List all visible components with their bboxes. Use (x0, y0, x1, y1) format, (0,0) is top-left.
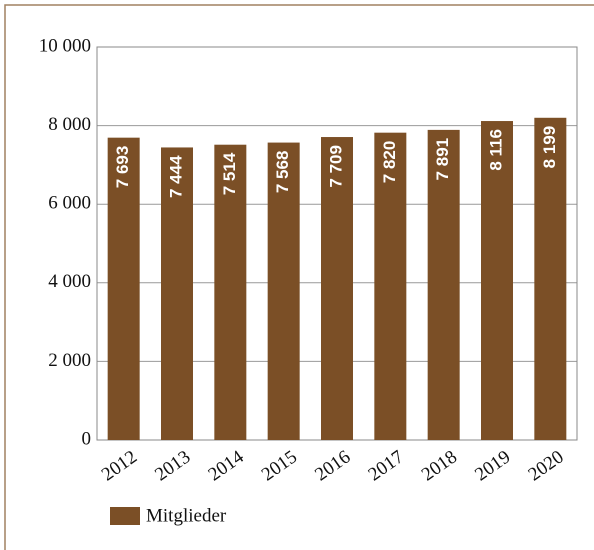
bar (374, 132, 407, 440)
x-tick-label: 2020 (525, 446, 568, 485)
bar (481, 121, 513, 440)
value-label: 7 693 (113, 146, 132, 189)
legend-label: Mitglieder (146, 505, 227, 526)
x-tick-label: 2015 (258, 446, 301, 485)
bar (214, 144, 247, 440)
bar (321, 137, 353, 440)
bar (534, 117, 567, 440)
x-tick-label: 2013 (151, 446, 194, 485)
value-label: 7 444 (166, 155, 185, 198)
x-tick-label: 2016 (311, 446, 354, 485)
y-tick-label: 6 000 (48, 193, 91, 214)
value-label: 7 709 (326, 145, 345, 188)
x-tick-label: 2019 (471, 446, 514, 485)
bar (107, 137, 140, 440)
y-tick-label: 4 000 (48, 271, 91, 292)
x-tick-label: 2017 (365, 446, 408, 485)
x-tick-label: 2018 (418, 446, 461, 485)
x-tick-label: 2014 (205, 446, 249, 485)
value-label: 7 820 (380, 141, 399, 184)
value-label: 8 116 (486, 129, 505, 171)
value-label: 7 568 (273, 151, 292, 194)
y-tick-label: 10 000 (39, 35, 91, 56)
legend-swatch (110, 507, 140, 525)
bar (267, 142, 300, 440)
value-label: 7 891 (433, 138, 452, 181)
y-tick-label: 8 000 (48, 114, 91, 135)
value-label: 7 514 (220, 152, 239, 195)
y-tick-label: 0 (82, 428, 92, 449)
bar (161, 147, 193, 440)
frame (4, 4, 594, 550)
x-tick-label: 2012 (98, 446, 141, 485)
bar (427, 129, 460, 440)
value-label: 8 199 (540, 126, 559, 169)
y-tick-label: 2 000 (48, 350, 91, 371)
